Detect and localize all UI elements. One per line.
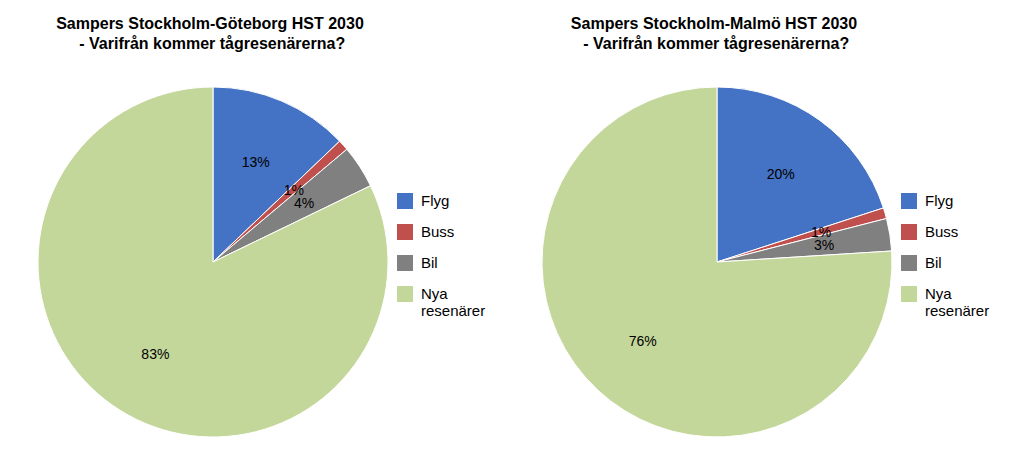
svg-text:76%: 76% [629, 333, 657, 349]
html-text:Nya: Nya [925, 284, 952, 302]
html-text:- Varifrån kommer tågresenärer: - Varifrån kommer tågresenärerna? [74, 35, 346, 52]
html-text:Bil: Bil [421, 253, 438, 271]
svg-text:4%: 4% [294, 195, 314, 211]
html-text:Buss: Buss [421, 222, 455, 240]
svg-text:3%: 3% [814, 237, 834, 253]
svg-text:20%: 20% [767, 166, 795, 182]
html-text:resenärer: resenärer [925, 301, 990, 319]
html-text:Sampers Stockholm-Göteborg HST: Sampers Stockholm-Göteborg HST 2030 [56, 15, 364, 32]
html-text:Buss: Buss [925, 222, 959, 240]
html-text:Flyg: Flyg [421, 191, 450, 209]
svg-text:1%: 1% [811, 223, 832, 240]
html-text:Nya: Nya [421, 284, 448, 302]
svg-text:83%: 83% [141, 346, 169, 362]
html-text:- Varifrån kommer tågresenärer: - Varifrån kommer tågresenärerna? [578, 35, 850, 52]
html-text:Bil: Bil [925, 253, 942, 271]
html-text:resenärer: resenärer [421, 301, 486, 319]
html-text:Flyg: Flyg [925, 191, 954, 209]
svg-text:1%: 1% [283, 181, 304, 198]
html-text:Sampers Stockholm-Malmö HST 20: Sampers Stockholm-Malmö HST 2030 [570, 15, 858, 32]
svg-text:13%: 13% [242, 154, 270, 170]
